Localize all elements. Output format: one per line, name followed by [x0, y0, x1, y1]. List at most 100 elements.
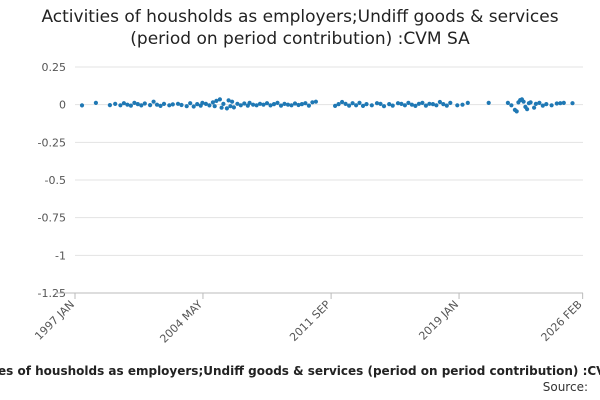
data-point[interactable]	[207, 103, 212, 108]
data-point[interactable]	[333, 103, 338, 108]
data-point[interactable]	[448, 100, 453, 105]
data-point[interactable]	[402, 103, 407, 108]
data-point[interactable]	[514, 109, 519, 114]
data-point[interactable]	[261, 102, 266, 107]
data-point[interactable]	[254, 103, 259, 108]
data-point[interactable]	[310, 100, 315, 105]
data-point[interactable]	[537, 100, 542, 105]
data-point[interactable]	[416, 101, 421, 106]
data-point[interactable]	[278, 103, 284, 108]
data-point[interactable]	[423, 103, 428, 108]
data-point[interactable]	[465, 100, 470, 105]
data-point[interactable]	[200, 100, 205, 105]
data-point[interactable]	[257, 101, 263, 106]
data-point[interactable]	[525, 107, 530, 112]
data-point[interactable]	[533, 101, 539, 106]
data-point[interactable]	[306, 103, 311, 108]
data-point[interactable]	[179, 102, 184, 108]
data-point[interactable]	[238, 103, 243, 108]
data-point[interactable]	[228, 104, 233, 109]
data-point[interactable]	[203, 101, 208, 106]
data-point[interactable]	[554, 101, 559, 106]
data-point[interactable]	[226, 98, 231, 103]
data-point[interactable]	[505, 100, 510, 105]
data-point[interactable]	[292, 101, 298, 106]
data-point[interactable]	[231, 105, 236, 110]
data-point[interactable]	[313, 99, 318, 104]
data-point[interactable]	[420, 100, 425, 105]
data-point[interactable]	[235, 101, 240, 106]
data-point[interactable]	[378, 101, 383, 106]
data-point[interactable]	[285, 102, 291, 107]
data-point[interactable]	[247, 100, 252, 105]
data-point[interactable]	[390, 103, 395, 108]
data-point[interactable]	[441, 102, 446, 107]
data-point[interactable]	[343, 101, 348, 106]
data-point[interactable]	[170, 102, 175, 107]
data-point[interactable]	[118, 103, 123, 108]
data-point[interactable]	[350, 101, 355, 106]
data-point[interactable]	[347, 103, 352, 108]
data-point[interactable]	[214, 98, 219, 103]
data-point[interactable]	[93, 100, 98, 105]
data-point[interactable]	[427, 101, 432, 106]
data-point[interactable]	[444, 103, 449, 108]
data-point[interactable]	[191, 104, 196, 109]
data-point[interactable]	[264, 101, 270, 106]
data-point[interactable]	[544, 102, 549, 107]
data-point[interactable]	[167, 103, 172, 108]
data-point[interactable]	[528, 100, 533, 105]
data-point[interactable]	[151, 99, 156, 104]
data-point[interactable]	[561, 100, 566, 105]
data-point[interactable]	[184, 104, 189, 109]
data-point[interactable]	[212, 104, 217, 109]
data-point[interactable]	[113, 101, 118, 106]
data-point[interactable]	[132, 100, 137, 105]
data-point[interactable]	[532, 105, 537, 110]
data-point[interactable]	[374, 101, 380, 106]
data-point[interactable]	[340, 99, 345, 105]
data-point[interactable]	[121, 101, 126, 106]
data-point[interactable]	[79, 103, 85, 108]
data-point[interactable]	[142, 101, 147, 106]
data-point[interactable]	[268, 103, 273, 108]
data-point[interactable]	[521, 99, 526, 104]
data-point[interactable]	[406, 100, 411, 105]
data-point[interactable]	[549, 103, 554, 108]
data-point[interactable]	[188, 101, 193, 106]
data-point[interactable]	[135, 102, 140, 107]
data-point[interactable]	[154, 102, 160, 107]
data-point[interactable]	[354, 103, 359, 108]
data-point[interactable]	[570, 101, 575, 106]
data-point[interactable]	[282, 101, 287, 106]
data-point[interactable]	[387, 102, 392, 107]
data-point[interactable]	[217, 97, 222, 102]
data-point[interactable]	[128, 103, 133, 108]
data-point[interactable]	[357, 100, 362, 105]
data-point[interactable]	[219, 105, 224, 110]
data-point[interactable]	[161, 101, 167, 106]
data-point[interactable]	[230, 99, 235, 104]
data-point[interactable]	[381, 104, 387, 109]
data-point[interactable]	[395, 101, 401, 106]
data-point[interactable]	[221, 101, 226, 106]
data-point[interactable]	[125, 102, 130, 107]
data-point[interactable]	[107, 103, 112, 108]
data-point[interactable]	[509, 103, 514, 108]
data-point[interactable]	[360, 103, 366, 108]
data-point[interactable]	[540, 103, 545, 108]
data-point[interactable]	[242, 101, 247, 106]
data-point[interactable]	[460, 102, 465, 107]
data-point[interactable]	[437, 99, 442, 105]
data-point[interactable]	[558, 101, 563, 106]
data-point[interactable]	[271, 102, 277, 107]
data-point[interactable]	[210, 100, 215, 105]
data-point[interactable]	[303, 101, 308, 106]
data-point[interactable]	[289, 103, 294, 108]
data-point[interactable]	[409, 102, 414, 107]
data-point[interactable]	[364, 102, 369, 107]
data-point[interactable]	[486, 100, 491, 105]
data-point[interactable]	[251, 102, 256, 107]
data-point[interactable]	[148, 103, 153, 108]
data-point[interactable]	[275, 100, 280, 105]
